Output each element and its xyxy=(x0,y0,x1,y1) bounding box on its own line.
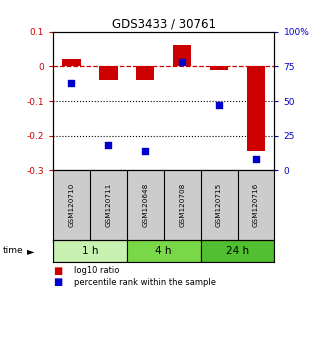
Text: 1 h: 1 h xyxy=(82,246,98,256)
Bar xyxy=(136,67,154,80)
Text: ►: ► xyxy=(27,246,35,256)
Text: 24 h: 24 h xyxy=(226,246,249,256)
Bar xyxy=(127,240,201,262)
Point xyxy=(69,80,74,86)
Text: GSM120648: GSM120648 xyxy=(142,183,148,227)
Text: 4 h: 4 h xyxy=(155,246,172,256)
Text: ■: ■ xyxy=(53,266,62,276)
Text: percentile rank within the sample: percentile rank within the sample xyxy=(74,278,216,287)
Bar xyxy=(210,67,228,70)
Text: GSM120708: GSM120708 xyxy=(179,183,185,227)
Bar xyxy=(201,240,274,262)
Text: GSM120710: GSM120710 xyxy=(68,183,74,227)
Bar xyxy=(62,59,81,67)
Point xyxy=(179,59,185,65)
Text: time: time xyxy=(3,246,24,255)
Point xyxy=(143,148,148,154)
Title: GDS3433 / 30761: GDS3433 / 30761 xyxy=(112,18,216,31)
Text: ■: ■ xyxy=(53,277,62,287)
Text: log10 ratio: log10 ratio xyxy=(74,266,119,275)
Bar xyxy=(99,67,117,80)
Text: GSM120711: GSM120711 xyxy=(105,183,111,227)
Point xyxy=(216,102,221,108)
Point xyxy=(253,156,258,162)
Point xyxy=(106,143,111,148)
Bar xyxy=(53,240,127,262)
Bar xyxy=(173,45,191,67)
Text: GSM120715: GSM120715 xyxy=(216,183,222,227)
Text: GSM120716: GSM120716 xyxy=(253,183,259,227)
Bar xyxy=(247,67,265,151)
